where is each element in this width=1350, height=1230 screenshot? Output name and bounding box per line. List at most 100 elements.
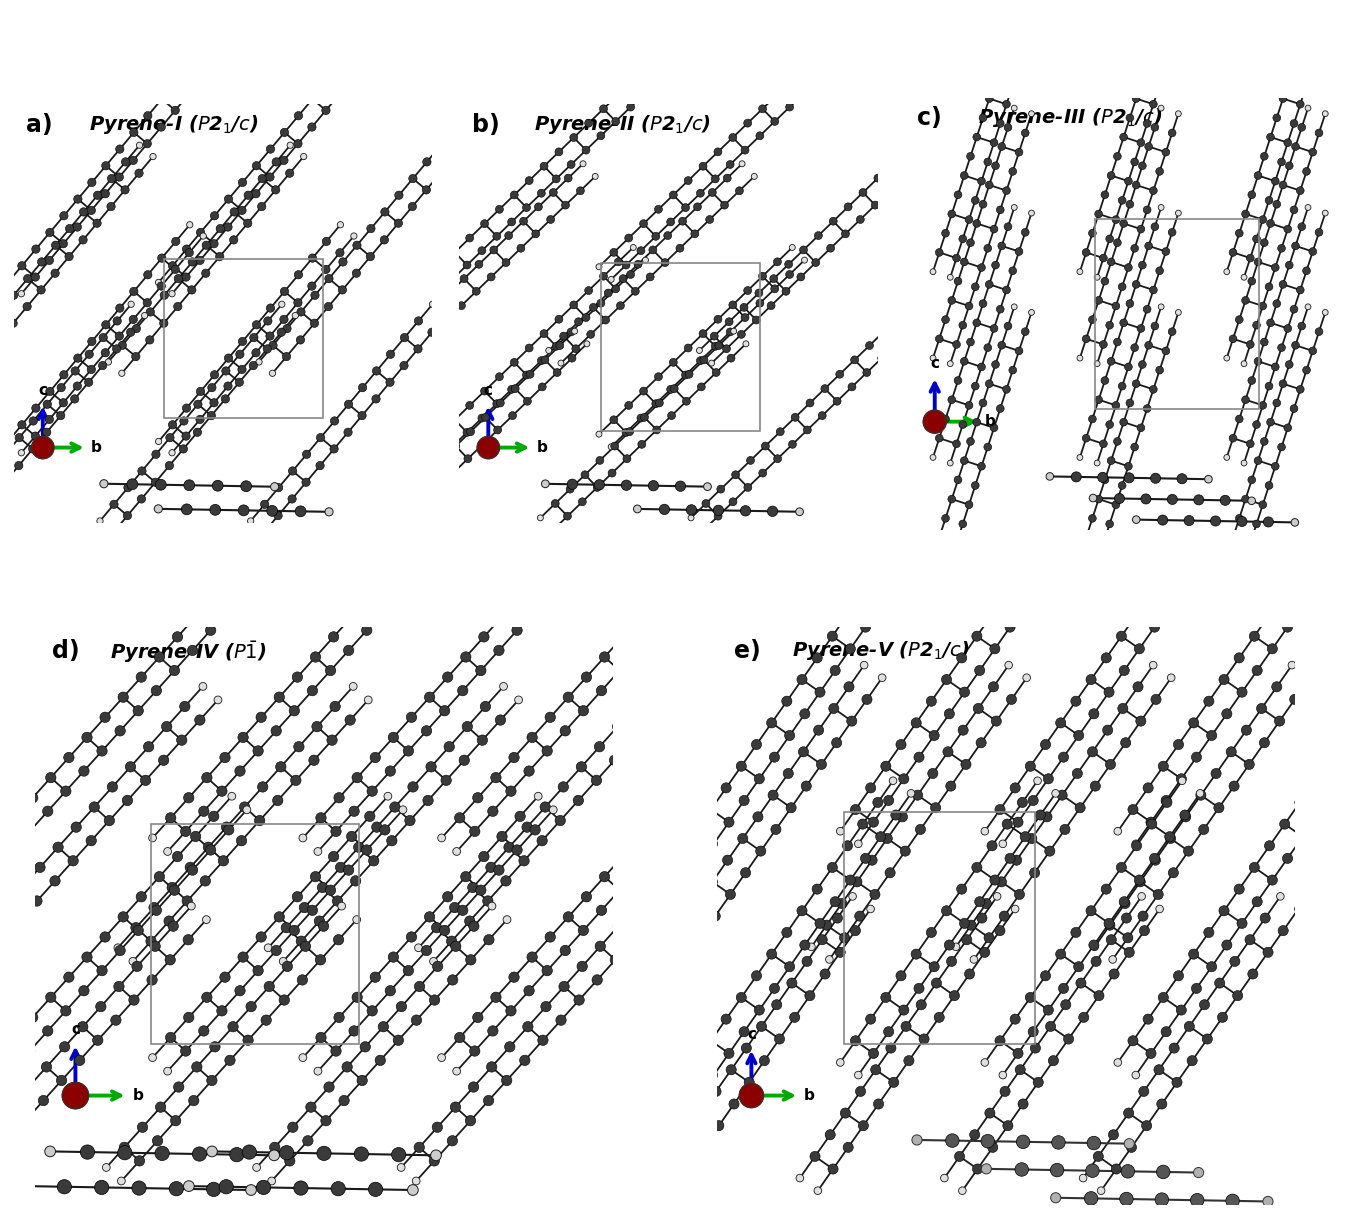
Circle shape: [1297, 223, 1305, 230]
Circle shape: [351, 232, 356, 239]
Circle shape: [51, 269, 59, 278]
Circle shape: [531, 605, 540, 615]
Circle shape: [752, 970, 761, 980]
Circle shape: [238, 732, 248, 743]
Circle shape: [452, 847, 460, 855]
Circle shape: [714, 1121, 724, 1130]
Circle shape: [1015, 149, 1023, 156]
Circle shape: [876, 600, 886, 610]
Circle shape: [595, 432, 602, 437]
Circle shape: [383, 792, 392, 801]
Circle shape: [1265, 197, 1273, 204]
Circle shape: [695, 1108, 706, 1118]
Circle shape: [298, 834, 306, 841]
Circle shape: [146, 336, 154, 344]
Circle shape: [414, 1143, 424, 1153]
Circle shape: [386, 347, 393, 353]
Circle shape: [769, 274, 778, 283]
Circle shape: [483, 1096, 494, 1106]
Circle shape: [547, 215, 555, 224]
Circle shape: [1119, 319, 1127, 327]
Circle shape: [273, 157, 281, 166]
Circle shape: [169, 421, 177, 429]
Circle shape: [1146, 819, 1157, 829]
Circle shape: [324, 303, 332, 311]
Circle shape: [246, 1001, 256, 1012]
Circle shape: [252, 966, 263, 975]
Circle shape: [192, 1061, 202, 1073]
Circle shape: [1004, 622, 1015, 632]
Circle shape: [151, 685, 162, 696]
Circle shape: [936, 434, 944, 442]
Circle shape: [871, 202, 879, 209]
Circle shape: [1084, 1192, 1098, 1205]
Circle shape: [423, 186, 431, 194]
Circle shape: [1015, 247, 1023, 256]
Circle shape: [767, 506, 778, 517]
Circle shape: [1262, 1197, 1273, 1207]
Circle shape: [339, 285, 347, 294]
Circle shape: [613, 921, 624, 931]
Circle shape: [119, 1143, 130, 1153]
Circle shape: [957, 884, 967, 894]
Circle shape: [221, 395, 230, 403]
Circle shape: [726, 1065, 736, 1075]
Circle shape: [713, 506, 724, 515]
Circle shape: [1137, 325, 1145, 332]
Circle shape: [628, 935, 639, 945]
Circle shape: [986, 380, 994, 387]
Circle shape: [123, 512, 131, 520]
Circle shape: [981, 1164, 991, 1173]
Circle shape: [132, 1181, 146, 1196]
Circle shape: [1023, 674, 1030, 681]
Circle shape: [929, 731, 940, 740]
Circle shape: [412, 1015, 421, 1026]
Circle shape: [1246, 255, 1254, 262]
Circle shape: [1022, 327, 1029, 336]
Circle shape: [1237, 688, 1247, 697]
Circle shape: [155, 480, 166, 491]
Circle shape: [782, 927, 792, 937]
Circle shape: [460, 872, 471, 882]
Circle shape: [252, 161, 261, 170]
Circle shape: [986, 280, 994, 288]
Circle shape: [252, 348, 261, 357]
Text: c: c: [38, 384, 47, 399]
Text: c: c: [747, 1027, 756, 1042]
Circle shape: [1119, 418, 1127, 426]
Circle shape: [475, 261, 483, 268]
Circle shape: [162, 722, 171, 732]
Circle shape: [408, 485, 414, 493]
Circle shape: [0, 903, 9, 913]
Circle shape: [451, 1102, 460, 1112]
Circle shape: [412, 1177, 420, 1184]
Circle shape: [186, 221, 193, 228]
Circle shape: [1083, 434, 1089, 442]
Circle shape: [859, 1121, 868, 1130]
Circle shape: [1162, 566, 1172, 577]
Circle shape: [930, 455, 936, 460]
Circle shape: [1161, 796, 1172, 806]
Circle shape: [297, 974, 308, 985]
Circle shape: [143, 299, 151, 308]
Circle shape: [706, 215, 714, 224]
Circle shape: [310, 319, 319, 327]
Circle shape: [753, 812, 763, 822]
Circle shape: [994, 893, 1000, 900]
Circle shape: [796, 273, 805, 280]
Circle shape: [428, 328, 436, 337]
Circle shape: [207, 1146, 217, 1156]
Circle shape: [783, 769, 794, 779]
Circle shape: [134, 925, 143, 936]
Circle shape: [725, 317, 733, 326]
Circle shape: [202, 241, 211, 250]
Circle shape: [364, 592, 375, 601]
Text: c): c): [918, 106, 942, 130]
Circle shape: [1260, 215, 1266, 224]
Circle shape: [1247, 376, 1256, 385]
Circle shape: [270, 370, 275, 376]
Circle shape: [252, 745, 263, 756]
Circle shape: [443, 312, 450, 319]
Circle shape: [99, 362, 107, 370]
Circle shape: [181, 1046, 190, 1057]
